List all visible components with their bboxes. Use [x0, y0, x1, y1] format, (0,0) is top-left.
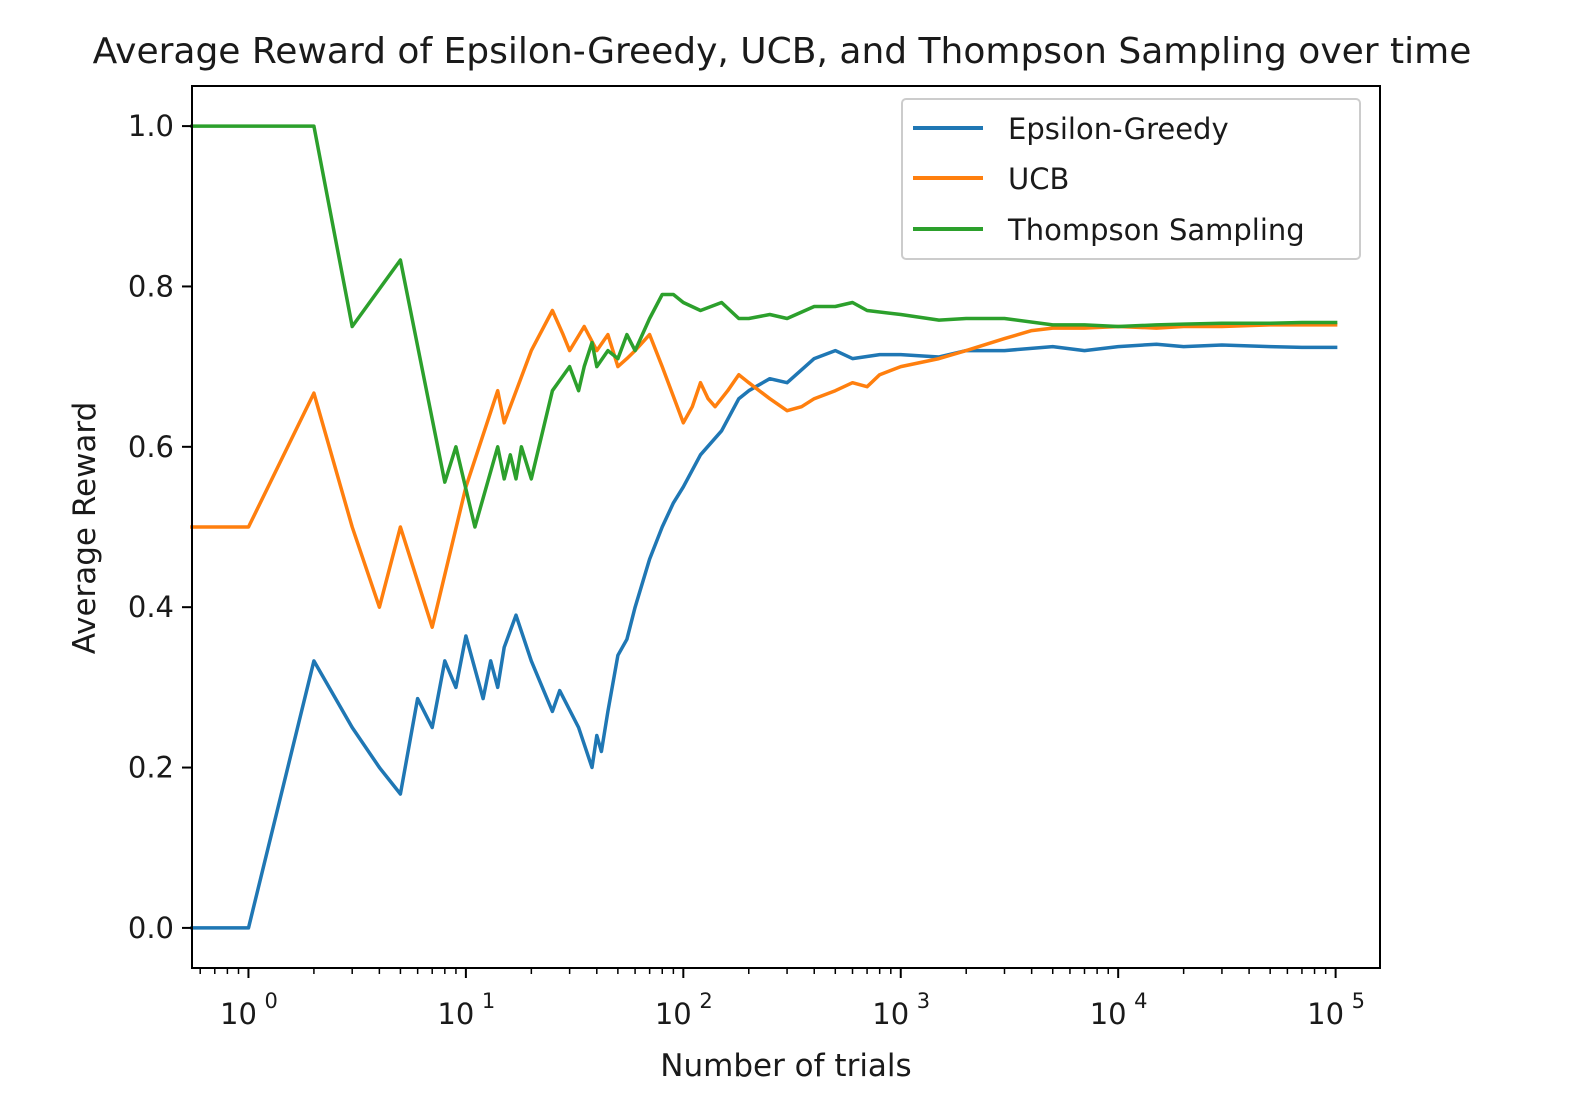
legend-label-epsilon-greedy: Epsilon-Greedy [1008, 112, 1229, 146]
series-line-epsilon-greedy [190, 342, 1338, 930]
x-tick-exponent: 3 [917, 989, 930, 1013]
y-tick-label: 0.6 [128, 430, 174, 464]
x-tick-label: 10 [1090, 997, 1127, 1031]
y-ticks: 0.0 0.2 0.4 0.6 0.8 1.0 [128, 109, 192, 945]
x-minor-ticks [199, 968, 1327, 974]
x-tick-exponent: 1 [482, 989, 495, 1013]
y-tick-label: 0.4 [128, 590, 174, 624]
legend-box [901, 98, 1361, 260]
y-tick-label: 0.0 [128, 911, 174, 945]
y-tick-label: 1.0 [128, 109, 174, 143]
chart-title: Average Reward of Epsilon-Greedy, UCB, a… [93, 31, 1472, 72]
x-tick-label: 10 [437, 997, 474, 1031]
plot-lines [190, 124, 1338, 930]
x-tick-label: 10 [872, 997, 909, 1031]
x-tick-label: 10 [655, 997, 692, 1031]
x-axis-label: Number of trials [660, 1048, 911, 1084]
y-axis-label: Average Reward [67, 402, 103, 655]
y-tick-label: 0.2 [128, 751, 174, 785]
legend-label-thompson-sampling: Thompson Sampling [1007, 213, 1305, 247]
x-tick-exponent: 2 [699, 989, 712, 1013]
x-tick-label: 10 [1307, 997, 1344, 1031]
x-tick-exponent: 5 [1352, 989, 1365, 1013]
x-tick-exponent: 0 [264, 989, 277, 1013]
plot-frame [191, 85, 1381, 969]
x-tick-label: 10 [220, 997, 257, 1031]
x-tick-exponent: 4 [1134, 989, 1147, 1013]
legend-label-ucb: UCB [1008, 162, 1069, 196]
y-tick-label: 0.8 [128, 269, 174, 303]
series-line-thompson-sampling [190, 124, 1338, 529]
x-ticks: 10 0 10 1 10 2 10 3 10 4 10 5 [220, 968, 1365, 1031]
series-line-ucb [190, 308, 1338, 629]
legend: Epsilon-Greedy UCB Thompson Sampling [901, 98, 1361, 260]
